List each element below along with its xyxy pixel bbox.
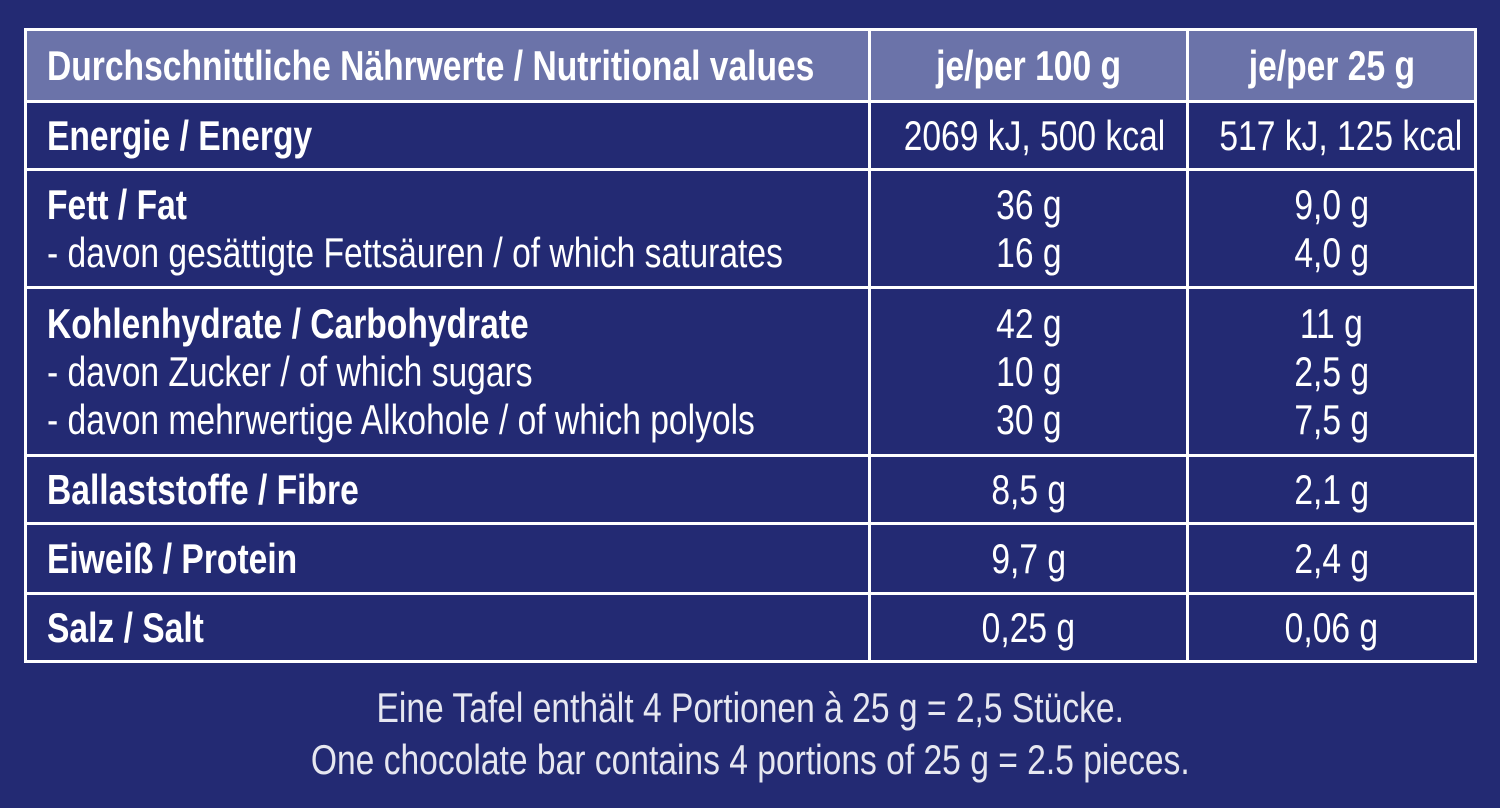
line: 10 g [873,347,1185,396]
line: 2,4 g [1191,534,1473,583]
table-row: Salz / Salt 0,25 g 0,06 g [24,592,1477,663]
line: Eine Tafel enthält 4 Portionen à 25 g = … [0,682,1500,734]
nutrient-cell: Salz / Salt [24,592,871,663]
value-text: 2,4 g [1294,534,1369,582]
line: 2,5 g [1191,347,1473,396]
line: 0,06 g [1191,603,1473,652]
line: 30 g [873,395,1185,444]
footer: Eine Tafel enthält 4 Portionen à 25 g = … [0,682,1500,786]
footer-text: Eine Tafel enthält 4 Portionen à 25 g = … [376,684,1124,731]
value-cell: 11 g 2,5 g 7,5 g [1186,286,1477,457]
value-text: 7,5 g [1294,395,1369,443]
line: 2069 kJ, 500 kcal [873,111,1185,160]
header-text: je/per 100 g [936,41,1121,89]
value-cell: 2,1 g [1186,454,1477,525]
value-text: 0,06 g [1284,603,1379,651]
nutrient-cell: Eiweiß / Protein [24,522,871,595]
nutrient-cell: Fett / Fat - davon gesättigte Fettsäuren … [24,168,871,289]
line: 2,1 g [1191,465,1473,514]
line: 9,0 g [1191,180,1473,229]
table-row: Ballaststoffe / Fibre 8,5 g 2,1 g [24,454,1477,525]
value-cell: 2069 kJ, 500 kcal [868,100,1189,171]
value-cell: 0,25 g [868,592,1189,663]
header-row: Durchschnittliche Nährwerte / Nutritiona… [24,28,1477,103]
nutrient-label: Fett / Fat [47,180,187,228]
value-cell: 0,06 g [1186,592,1477,663]
value-text: 36 g [995,180,1062,228]
line: 16 g [873,228,1185,277]
line: 517 kJ, 125 kcal [1191,111,1473,160]
value-cell: 9,0 g 4,0 g [1186,168,1477,289]
footer-text: One chocolate bar contains 4 portions of… [310,736,1190,783]
header-text: je/per 25 g [1248,41,1415,89]
value-text: 2,1 g [1294,465,1369,513]
line: 9,7 g [873,534,1185,583]
line: 4,0 g [1191,228,1473,277]
value-cell: 42 g 10 g 30 g [868,286,1189,457]
value-cell: 36 g 16 g [868,168,1189,289]
value-cell: 8,5 g [868,454,1189,525]
nutrient-label: - davon Zucker / of which sugars [47,347,533,395]
value-text: 10 g [995,347,1062,395]
line: Salz / Salt [47,603,867,652]
nutrient-label: Salz / Salt [47,603,204,651]
value-cell: 9,7 g [868,522,1189,595]
line: 42 g [873,299,1185,348]
header-text: Durchschnittliche Nährwerte / Nutritiona… [47,41,815,89]
table-row: Eiweiß / Protein 9,7 g 2,4 g [24,522,1477,595]
value-cell: 517 kJ, 125 kcal [1186,100,1477,171]
value-text: 9,7 g [991,534,1066,582]
line: 7,5 g [1191,395,1473,444]
nutrient-cell: Ballaststoffe / Fibre [24,454,871,525]
nutrient-label: Energie / Energy [47,111,313,159]
value-text: 4,0 g [1294,228,1369,276]
table-row: Kohlenhydrate / Carbohydrate - davon Zuck… [24,286,1477,457]
line: 8,5 g [873,465,1185,514]
line: - davon mehrwertige Alkohole / of which … [47,395,867,444]
value-text: 2069 kJ, 500 kcal [903,111,1166,159]
value-text: 0,25 g [981,603,1076,651]
value-text: 30 g [995,395,1062,443]
line: Kohlenhydrate / Carbohydrate [47,299,867,348]
header-cell: je/per 100 g [868,28,1189,103]
table-row: Fett / Fat - davon gesättigte Fettsäuren … [24,168,1477,289]
nutrient-label: Kohlenhydrate / Carbohydrate [47,299,529,347]
header-cell: je/per 25 g [1186,28,1477,103]
value-text: 8,5 g [991,465,1066,513]
line: 0,25 g [873,603,1185,652]
nutrient-label: - davon mehrwertige Alkohole / of which … [47,395,755,443]
header-cell: Durchschnittliche Nährwerte / Nutritiona… [24,28,871,103]
nutrient-cell: Kohlenhydrate / Carbohydrate - davon Zuck… [24,286,871,457]
value-text: 42 g [995,299,1062,347]
value-text: 517 kJ, 125 kcal [1219,111,1463,159]
value-text: 2,5 g [1294,347,1369,395]
line: - davon Zucker / of which sugars [47,347,867,396]
nutrient-label: Eiweiß / Protein [47,534,298,582]
nutrient-label: - davon gesättigte Fettsäuren / of which… [47,228,783,276]
value-text: 11 g [1300,299,1363,347]
line: 11 g [1191,299,1473,348]
table-body: Energie / Energy 2069 kJ, 500 kcal 517 kJ,… [24,100,1477,663]
nutrient-label: Ballaststoffe / Fibre [47,465,359,513]
value-cell: 2,4 g [1186,522,1477,595]
line: Eiweiß / Protein [47,534,867,583]
line: Fett / Fat [47,180,867,229]
line: Energie / Energy [47,111,867,160]
value-text: 9,0 g [1294,180,1369,228]
nutrient-cell: Energie / Energy [24,100,871,171]
table-row: Energie / Energy 2069 kJ, 500 kcal 517 kJ,… [24,100,1477,171]
line: - davon gesättigte Fettsäuren / of which… [47,228,867,277]
line: Ballaststoffe / Fibre [47,465,867,514]
line: One chocolate bar contains 4 portions of… [0,734,1500,786]
nutrition-table: Durchschnittliche Nährwerte / Nutritiona… [24,28,1477,663]
value-text: 16 g [995,228,1062,276]
line: 36 g [873,180,1185,229]
